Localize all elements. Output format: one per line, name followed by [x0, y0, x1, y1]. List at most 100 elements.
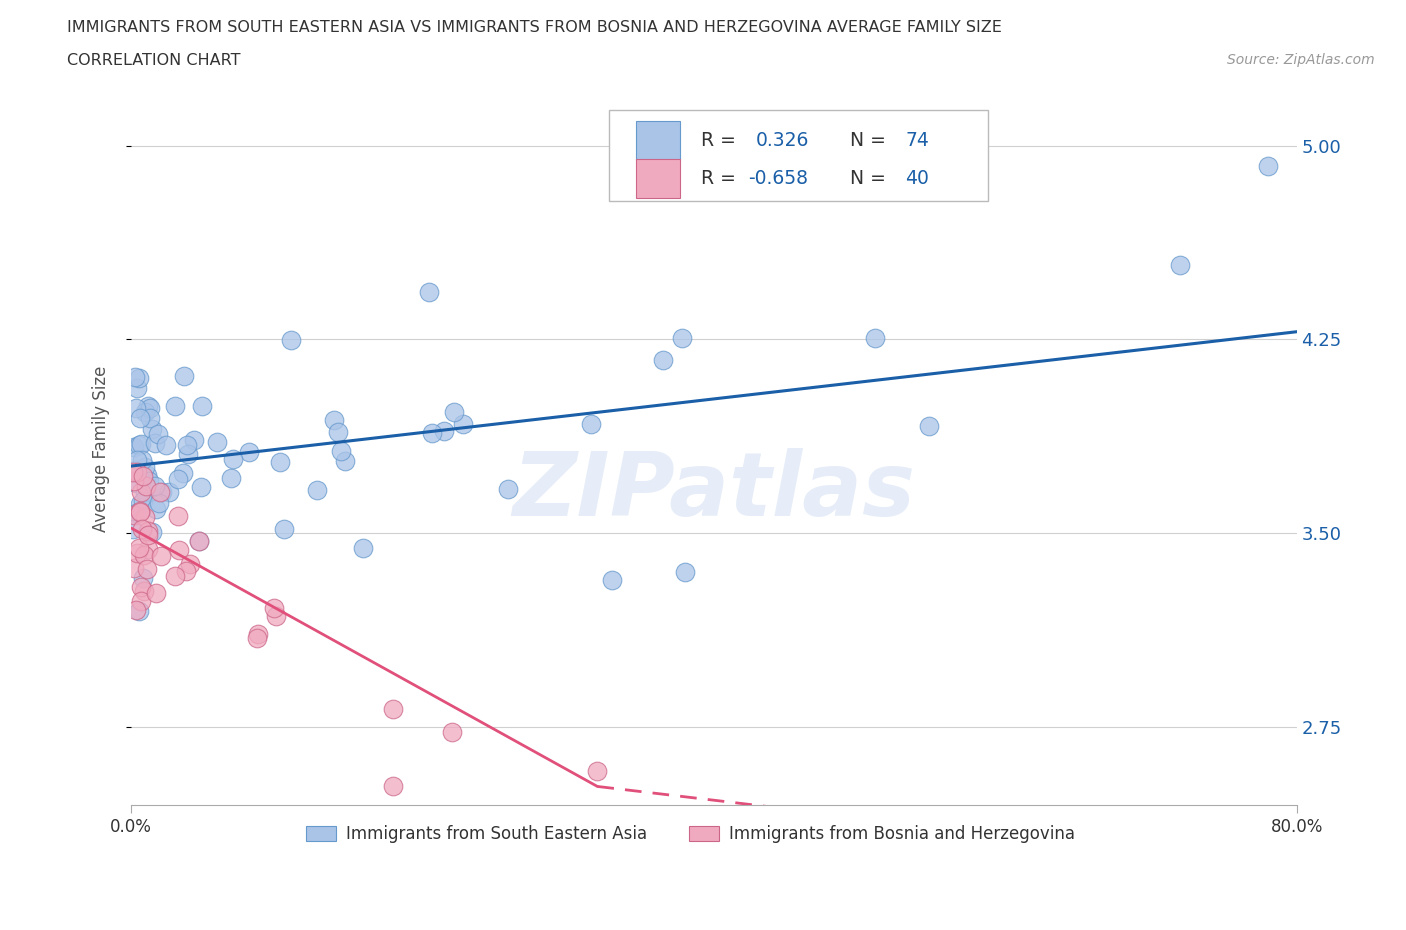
Point: [138, 410, 160, 425]
Point: [418, 285, 440, 299]
Point: [1168, 258, 1191, 272]
Point: [134, 583, 156, 598]
Bar: [636, 159, 681, 198]
Point: [183, 432, 205, 447]
Y-axis label: Average Family Size: Average Family Size: [93, 366, 110, 533]
Point: [1257, 159, 1279, 174]
Text: 40: 40: [905, 169, 929, 188]
Point: [128, 604, 150, 618]
Point: [124, 369, 146, 384]
Legend: Immigrants from South Eastern Asia, Immigrants from Bosnia and Herzegovina: Immigrants from South Eastern Asia, Immi…: [299, 818, 1081, 849]
Point: [122, 464, 145, 479]
Point: [136, 523, 159, 538]
Point: [132, 547, 155, 562]
Point: [451, 417, 474, 432]
Point: [136, 527, 159, 542]
Point: [420, 426, 443, 441]
Point: [131, 522, 153, 537]
Point: [125, 475, 148, 490]
Text: 74: 74: [905, 130, 929, 150]
Point: [443, 405, 465, 419]
Point: [128, 370, 150, 385]
Point: [125, 506, 148, 521]
Point: [143, 478, 166, 493]
Text: N =: N =: [851, 130, 893, 150]
Point: [136, 562, 159, 577]
Point: [176, 437, 198, 452]
Text: Source: ZipAtlas.com: Source: ZipAtlas.com: [1227, 53, 1375, 67]
Text: R =: R =: [702, 169, 742, 188]
Point: [165, 398, 187, 413]
Point: [382, 779, 405, 794]
Point: [191, 398, 214, 413]
Point: [305, 483, 328, 498]
Point: [673, 565, 696, 579]
Point: [134, 405, 156, 419]
Text: 0.326: 0.326: [756, 130, 810, 150]
Point: [125, 453, 148, 468]
FancyBboxPatch shape: [609, 110, 988, 201]
Point: [128, 540, 150, 555]
Point: [352, 541, 374, 556]
Point: [134, 479, 156, 494]
Text: -0.658: -0.658: [748, 169, 807, 188]
Point: [136, 468, 159, 483]
Text: IMMIGRANTS FROM SOUTH EASTERN ASIA VS IMMIGRANTS FROM BOSNIA AND HERZEGOVINA AVE: IMMIGRANTS FROM SOUTH EASTERN ASIA VS IM…: [67, 20, 1002, 35]
Point: [440, 724, 463, 739]
Point: [863, 330, 886, 345]
Point: [149, 485, 172, 499]
Point: [145, 586, 167, 601]
Point: [328, 425, 350, 440]
Point: [190, 479, 212, 494]
Point: [129, 593, 152, 608]
Point: [129, 411, 152, 426]
Point: [125, 462, 148, 477]
Point: [586, 764, 609, 778]
Point: [264, 608, 287, 623]
Point: [148, 496, 170, 511]
Point: [132, 570, 155, 585]
Point: [145, 435, 167, 450]
Point: [188, 533, 211, 548]
Point: [125, 401, 148, 416]
Text: N =: N =: [851, 169, 893, 188]
Point: [263, 601, 285, 616]
Bar: [636, 121, 681, 160]
Point: [122, 508, 145, 523]
Point: [179, 556, 201, 571]
Point: [273, 522, 295, 537]
Point: [917, 418, 939, 433]
Point: [145, 501, 167, 516]
Point: [163, 568, 186, 583]
Point: [671, 330, 693, 345]
Point: [134, 510, 156, 525]
Point: [219, 472, 242, 486]
Point: [174, 564, 197, 578]
Point: [221, 451, 243, 466]
Point: [128, 504, 150, 519]
Point: [125, 381, 148, 396]
Point: [129, 496, 152, 511]
Point: [122, 561, 145, 576]
Point: [131, 453, 153, 468]
Point: [246, 631, 269, 645]
Point: [128, 437, 150, 452]
Point: [247, 626, 270, 641]
Point: [150, 485, 173, 499]
Point: [129, 580, 152, 595]
Point: [122, 440, 145, 455]
Point: [238, 445, 260, 459]
Text: R =: R =: [702, 130, 742, 150]
Point: [136, 398, 159, 413]
Text: CORRELATION CHART: CORRELATION CHART: [67, 53, 240, 68]
Point: [188, 534, 211, 549]
Text: ZIPatlas: ZIPatlas: [512, 448, 915, 536]
Point: [177, 446, 200, 461]
Point: [280, 333, 302, 348]
Point: [146, 426, 169, 441]
Point: [579, 417, 602, 432]
Point: [205, 434, 228, 449]
Point: [138, 473, 160, 488]
Point: [125, 545, 148, 560]
Point: [122, 522, 145, 537]
